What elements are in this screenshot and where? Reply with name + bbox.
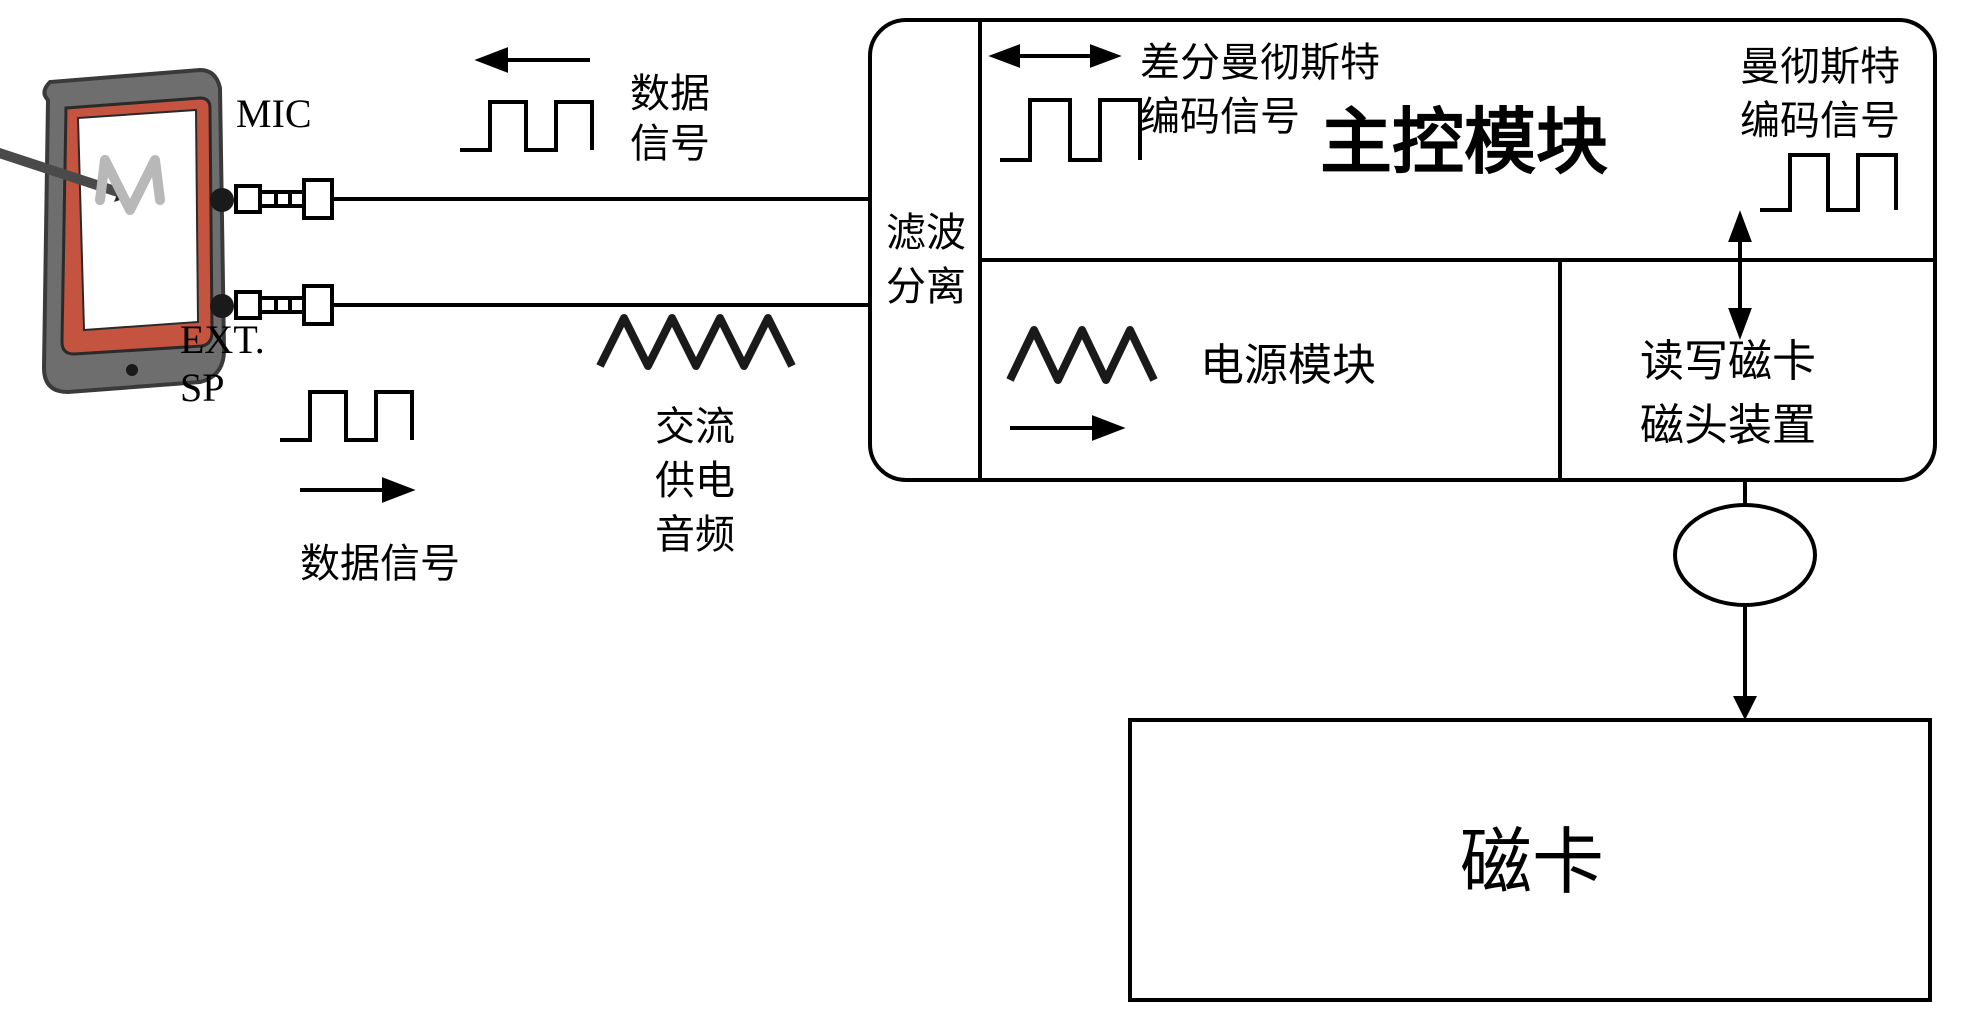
mic-label: MIC	[236, 90, 312, 138]
arrow-right-power	[1010, 418, 1120, 438]
connector-ellipse	[1675, 505, 1815, 605]
audio-jack-top-icon	[236, 180, 332, 218]
main-module-title: 主控模块	[1320, 100, 1608, 186]
double-arrow-vert-rw	[1731, 216, 1749, 334]
triangle-wave-power-icon	[1010, 330, 1154, 380]
manchester: 曼彻斯特 编码信号	[1740, 40, 1900, 148]
diagram-canvas	[0, 0, 1974, 1035]
filter-separate: 滤波 分离	[886, 206, 966, 314]
ac-power-audio: 交流 供电 音频	[655, 400, 735, 562]
rw-head: 读写磁卡 磁头装置	[1640, 330, 1816, 458]
data-signal-bottom: 数据信号	[300, 540, 460, 588]
data-signal-top-line1: 数据	[630, 70, 710, 118]
square-wave-manch-icon	[1760, 155, 1896, 210]
square-wave-diffmanch-icon	[1000, 100, 1140, 160]
card-label: 磁卡	[1460, 820, 1604, 906]
arrow-left-top	[480, 50, 590, 70]
square-wave-bottom-icon	[280, 392, 412, 440]
power-module: 电源模块	[1200, 340, 1376, 393]
double-arrow-diffmanch	[994, 47, 1116, 65]
ext-sp-label: EXT. SP	[180, 316, 265, 412]
arrow-to-card-head	[1733, 696, 1757, 720]
triangle-wave-between-icon	[600, 318, 792, 366]
square-wave-top-icon	[460, 102, 592, 150]
data-signal-top-line2: 信号	[630, 120, 710, 168]
arrow-right-bottom	[300, 480, 410, 500]
